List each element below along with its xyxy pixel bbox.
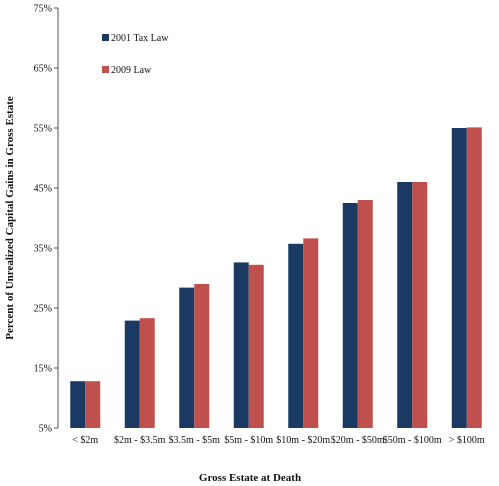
y-tick-label: 45%: [34, 184, 52, 195]
x-tick-label: $50m - $100m: [383, 435, 442, 446]
legend: 2001 Tax Law 2009 Law: [102, 33, 169, 76]
legend-label: 2001 Tax Law: [111, 33, 169, 44]
bar-series2: [357, 200, 373, 428]
legend-swatch: [102, 66, 109, 73]
x-tick-label: $20m - $50m: [331, 435, 385, 446]
legend-swatch: [102, 34, 109, 41]
y-tick-label: 65%: [34, 64, 52, 75]
x-tick-label: > $100m: [449, 435, 485, 446]
y-tick-label: 25%: [34, 304, 52, 315]
bar-series1: [451, 128, 467, 428]
x-tick-label: $2m - $3.5m: [114, 435, 166, 446]
y-axis-ticks: 5% 15% 25% 35% 45% 55% 65% 75%: [34, 4, 58, 435]
bar-series2: [194, 284, 210, 428]
x-tick-label: < $2m: [72, 435, 98, 446]
bar-series2: [466, 127, 482, 429]
y-tick-label: 55%: [34, 124, 52, 135]
x-tick-label: $10m - $20m: [276, 435, 330, 446]
y-tick-label: 15%: [34, 364, 52, 375]
bar-series1: [342, 203, 358, 428]
bars: [70, 127, 482, 429]
x-tick-label: $5m - $10m: [224, 435, 273, 446]
bar-series1: [124, 320, 140, 428]
bar-series1: [70, 381, 86, 428]
x-axis-label: Gross Estate at Death: [199, 472, 301, 484]
legend-label: 2009 Law: [111, 65, 152, 76]
bar-series1: [397, 182, 413, 428]
y-tick-label: 5%: [39, 424, 52, 435]
x-axis-ticks: < $2m $2m - $3.5m $3.5m - $5m $5m - $10m $10…: [72, 435, 485, 446]
bar-series1: [288, 243, 304, 428]
bar-series2: [412, 182, 428, 428]
y-tick-label: 35%: [34, 244, 52, 255]
bar-series2: [139, 318, 155, 428]
y-tick-label: 75%: [34, 4, 52, 15]
y-axis-label: Percent of Unrealized Capital Gains in G…: [4, 96, 16, 340]
bar-series1: [179, 287, 195, 428]
bar-series2: [248, 264, 264, 428]
bar-series2: [85, 381, 101, 428]
bar-series2: [303, 238, 319, 428]
x-tick-label: $3.5m - $5m: [169, 435, 221, 446]
bar-series1: [233, 262, 249, 428]
